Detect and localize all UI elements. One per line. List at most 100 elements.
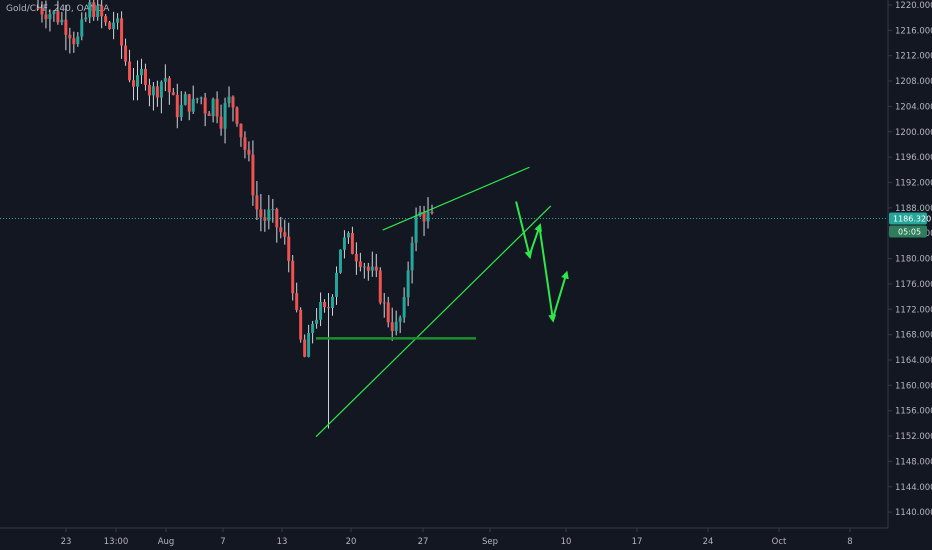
time-tick-label: 7 — [220, 537, 225, 547]
candle-body — [255, 195, 259, 210]
candle-body — [104, 16, 108, 23]
time-tick-label: Oct — [772, 537, 787, 547]
candle-body — [327, 307, 331, 309]
candle-body — [195, 98, 199, 100]
candle-body — [323, 302, 327, 308]
candle-body — [247, 149, 251, 155]
time-tick-label: Sep — [482, 537, 498, 547]
candle-body — [128, 61, 132, 81]
candle-body — [414, 215, 418, 243]
time-tick-label: 13:00 — [104, 537, 129, 547]
candle-body — [191, 98, 195, 112]
price-badges: 1186.320 05:05 — [889, 212, 931, 238]
candle-body — [251, 154, 255, 196]
candle-body — [291, 260, 295, 294]
candle-body — [199, 97, 203, 99]
candle-body — [398, 317, 402, 322]
price-tick-label: 1172.000 — [895, 305, 932, 315]
candle-body — [92, 2, 96, 18]
candle-body — [354, 253, 358, 262]
candle-body — [88, 2, 92, 18]
candle-body — [187, 94, 191, 112]
last-price-badge — [889, 212, 927, 225]
candle-body — [299, 309, 303, 340]
candle-body — [227, 96, 231, 104]
candle-body — [319, 302, 323, 320]
candle-body — [334, 272, 338, 297]
candle-body — [374, 266, 378, 271]
candle-body — [96, 5, 100, 18]
candle-body — [163, 78, 167, 82]
legend-separator: , — [70, 4, 77, 14]
candle-body — [350, 232, 354, 254]
candle-body — [167, 78, 171, 93]
candle-body — [112, 22, 116, 30]
countdown-badge — [889, 225, 927, 238]
candle-body — [52, 11, 56, 14]
projection-arrow[interactable] — [515, 201, 533, 260]
wedge-lower-trendline[interactable] — [315, 205, 552, 438]
price-tick-label: 1220.000 — [895, 1, 932, 11]
wedge-upper-trendline[interactable] — [382, 166, 530, 231]
candle-body — [287, 236, 291, 261]
candle-body — [60, 19, 64, 23]
price-tick-label: 1208.000 — [895, 77, 932, 87]
price-tick-label: 1200.000 — [895, 128, 932, 138]
candle-body — [76, 36, 80, 45]
candle-body — [362, 266, 366, 268]
candle-body — [358, 261, 362, 267]
candle-body — [303, 339, 307, 357]
legend-separator: , — [47, 4, 54, 14]
projection-arrow[interactable] — [538, 226, 557, 323]
candle-body — [100, 5, 104, 17]
candle-body — [346, 232, 350, 238]
candle-body — [135, 75, 139, 87]
candle-body — [40, 8, 44, 15]
time-axis[interactable]: 23 13:00 Aug 7 13 20 27 Sep 10 17 24 Oct 8 — [0, 527, 888, 547]
candle-body — [120, 18, 124, 46]
candle-body — [378, 270, 382, 303]
candle-body — [171, 92, 175, 95]
candle-body — [295, 293, 299, 310]
candle-body — [211, 98, 215, 117]
candle-body — [386, 302, 390, 323]
price-tick-label: 1176.000 — [895, 280, 932, 290]
time-tick-label: 24 — [703, 537, 714, 547]
time-tick-label: 27 — [418, 537, 429, 547]
price-axis[interactable]: 1140.000 1144.000 1148.000 1152.000 1156.000… — [887, 0, 932, 528]
candle-body — [370, 266, 374, 271]
candle-body — [80, 19, 84, 37]
candle-body — [430, 211, 434, 214]
candle-body — [338, 249, 342, 273]
candles-layer — [36, 0, 434, 429]
price-tick-label: 1152.000 — [895, 432, 932, 442]
candle-body — [64, 19, 68, 35]
candle-body — [307, 332, 311, 357]
candle-body — [108, 22, 112, 30]
price-tick-label: 1192.000 — [895, 178, 932, 188]
interval-label: 240 — [53, 4, 71, 14]
price-tick-label: 1212.000 — [895, 52, 932, 62]
candle-body — [159, 81, 163, 98]
candle-body — [239, 123, 243, 138]
candle-body — [223, 103, 227, 129]
projection-arrow[interactable] — [551, 270, 569, 320]
candle-body — [132, 80, 136, 87]
candle-body — [147, 84, 151, 96]
candle-body — [315, 319, 319, 324]
time-tick-label: 20 — [346, 537, 357, 547]
candle-body — [410, 242, 414, 271]
projection-arrow[interactable] — [528, 223, 542, 256]
candle-body — [331, 296, 335, 309]
candle-body — [311, 323, 315, 333]
candle-body — [271, 208, 275, 210]
candle-body — [382, 302, 386, 304]
candle-body — [56, 11, 60, 23]
candle-body — [72, 38, 76, 45]
candle-body — [151, 86, 155, 96]
countdown-label: 05:05 — [898, 227, 921, 236]
price-tick-label: 1168.000 — [895, 331, 932, 341]
time-tick-label: 13 — [277, 537, 288, 547]
candle-body — [394, 321, 398, 332]
